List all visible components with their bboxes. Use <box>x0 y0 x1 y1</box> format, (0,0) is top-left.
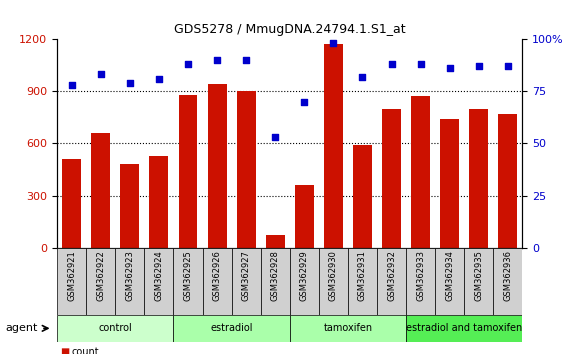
FancyBboxPatch shape <box>319 248 348 315</box>
Bar <box>208 84 227 248</box>
Point <box>416 61 425 67</box>
Text: GSM362931: GSM362931 <box>358 250 367 301</box>
Text: estradiol and tamoxifen: estradiol and tamoxifen <box>406 323 522 333</box>
Text: GSM362932: GSM362932 <box>387 250 396 301</box>
Point <box>358 74 367 79</box>
Point <box>183 61 192 67</box>
Text: GSM362925: GSM362925 <box>183 250 192 301</box>
FancyBboxPatch shape <box>406 315 522 342</box>
Point <box>242 57 251 63</box>
Point <box>300 99 309 104</box>
Bar <box>150 155 168 248</box>
Bar <box>440 119 459 248</box>
Bar <box>179 95 198 248</box>
Text: GSM362936: GSM362936 <box>504 250 512 301</box>
Bar <box>237 91 256 248</box>
Bar <box>324 44 343 248</box>
Text: GSM362926: GSM362926 <box>212 250 222 301</box>
Point <box>387 61 396 67</box>
Bar <box>120 164 139 248</box>
Text: GSM362929: GSM362929 <box>300 250 309 301</box>
FancyBboxPatch shape <box>435 248 464 315</box>
Bar <box>91 133 110 248</box>
Text: GSM362935: GSM362935 <box>475 250 483 301</box>
Bar <box>498 114 517 248</box>
Text: GSM362927: GSM362927 <box>242 250 251 301</box>
Point <box>212 57 222 63</box>
Text: GSM362924: GSM362924 <box>154 250 163 301</box>
Point <box>504 63 513 69</box>
Bar <box>469 109 488 248</box>
FancyBboxPatch shape <box>203 248 232 315</box>
FancyBboxPatch shape <box>144 248 174 315</box>
FancyBboxPatch shape <box>348 248 377 315</box>
FancyBboxPatch shape <box>232 248 261 315</box>
FancyBboxPatch shape <box>464 248 493 315</box>
FancyBboxPatch shape <box>290 248 319 315</box>
Text: ■: ■ <box>60 347 69 354</box>
Text: count: count <box>71 347 99 354</box>
FancyBboxPatch shape <box>174 315 290 342</box>
Point <box>271 134 280 140</box>
Text: GSM362921: GSM362921 <box>67 250 76 301</box>
Point <box>154 76 163 81</box>
Text: tamoxifen: tamoxifen <box>323 323 372 333</box>
Point <box>125 80 134 86</box>
FancyBboxPatch shape <box>377 248 406 315</box>
Text: GSM362930: GSM362930 <box>329 250 338 301</box>
FancyBboxPatch shape <box>290 315 406 342</box>
FancyBboxPatch shape <box>261 248 290 315</box>
Text: GSM362923: GSM362923 <box>125 250 134 301</box>
FancyBboxPatch shape <box>493 248 522 315</box>
Bar <box>411 96 430 248</box>
Text: control: control <box>98 323 132 333</box>
FancyBboxPatch shape <box>86 248 115 315</box>
Point <box>329 40 338 46</box>
Text: agent: agent <box>6 323 38 333</box>
FancyBboxPatch shape <box>57 315 174 342</box>
Bar <box>62 159 81 248</box>
Point <box>67 82 76 88</box>
Point <box>445 65 455 71</box>
Bar <box>295 185 314 248</box>
Title: GDS5278 / MmugDNA.24794.1.S1_at: GDS5278 / MmugDNA.24794.1.S1_at <box>174 23 405 36</box>
Bar <box>353 145 372 248</box>
Bar <box>266 235 285 248</box>
Text: estradiol: estradiol <box>210 323 253 333</box>
FancyBboxPatch shape <box>406 248 435 315</box>
Text: GSM362922: GSM362922 <box>96 250 105 301</box>
FancyBboxPatch shape <box>57 248 86 315</box>
FancyBboxPatch shape <box>174 248 203 315</box>
FancyBboxPatch shape <box>115 248 144 315</box>
Point <box>96 72 105 77</box>
Bar <box>382 109 401 248</box>
Text: GSM362934: GSM362934 <box>445 250 455 301</box>
Text: GSM362928: GSM362928 <box>271 250 280 301</box>
Point <box>475 63 484 69</box>
Text: GSM362933: GSM362933 <box>416 250 425 301</box>
